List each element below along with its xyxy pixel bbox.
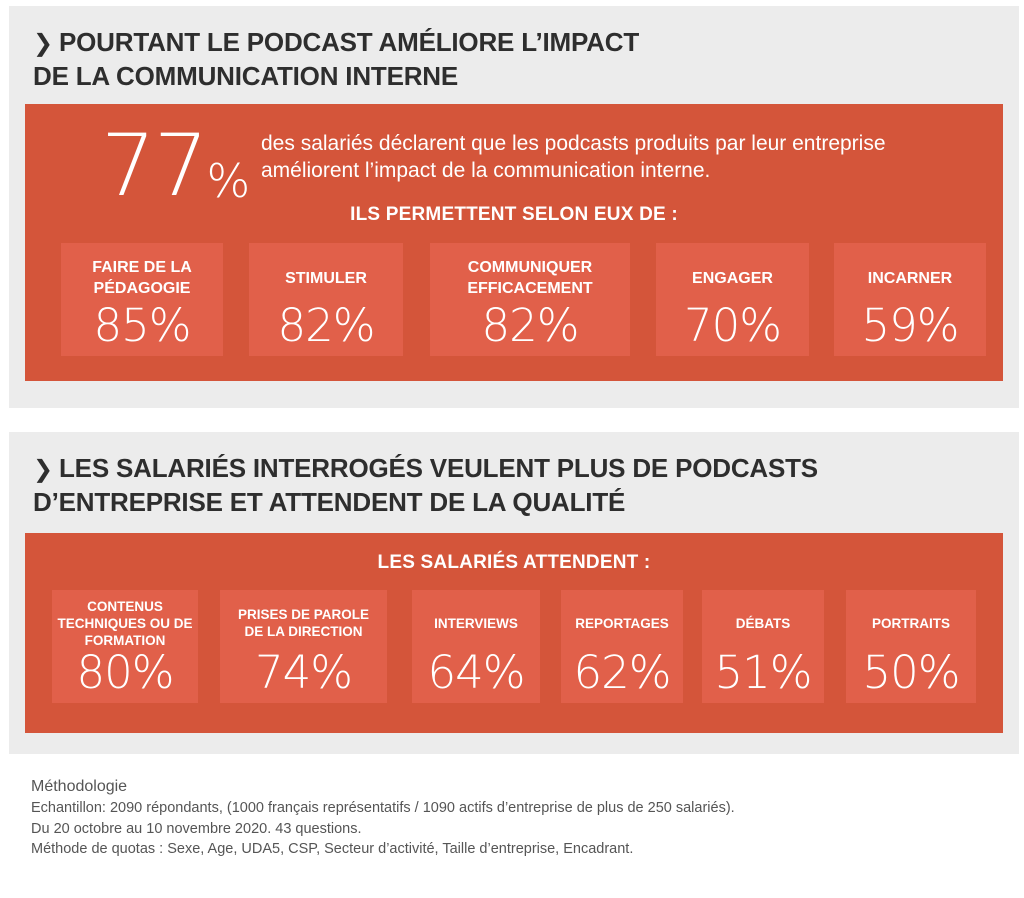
stat-box-value: 82% <box>481 299 579 352</box>
headline-stat-description: des salariés déclarent que les podcasts … <box>261 132 886 182</box>
stat-box-value: 74% <box>254 646 353 699</box>
chevron-right-icon: ❯ <box>33 30 53 57</box>
stat-box-label: ENGAGER <box>692 269 773 287</box>
section-1-title-line-1: POURTANT LE PODCAST AMÉLIORE L’IMPACT <box>59 27 639 57</box>
section-communication-impact: ❯ POURTANT LE PODCAST AMÉLIORE L’IMPACT D… <box>9 6 1019 408</box>
methodology-note: Méthodologie Echantillon: 2090 répondant… <box>31 776 735 860</box>
stat-box-communiquer: COMMUNIQUER EFFICACEMENT 82% <box>430 243 630 356</box>
section-2-heading: ❯ LES SALARIÉS INTERROGÉS VEULENT PLUS DE… <box>33 452 818 518</box>
stat-box-value: 50% <box>862 646 960 699</box>
section-1-title-line-2: DE LA COMMUNICATION INTERNE <box>33 61 459 91</box>
stat-box-incarner: INCARNER 59% <box>834 243 986 356</box>
stat-box-label: INTERVIEWS <box>434 615 518 631</box>
stat-box-reportages: REPORTAGES 62% <box>561 590 683 703</box>
stat-box-interviews: INTERVIEWS 64% <box>412 590 540 703</box>
section-employee-expectations: ❯ LES SALARIÉS INTERROGÉS VEULENT PLUS DE… <box>9 432 1019 754</box>
stat-box-label: COMMUNIQUER EFFICACEMENT <box>467 259 593 297</box>
stat-box-value: 59% <box>861 299 959 352</box>
stat-box-value: 64% <box>427 646 525 699</box>
section-1-heading: ❯ POURTANT LE PODCAST AMÉLIORE L’IMPACT D… <box>33 26 639 92</box>
stat-box-value: 51% <box>714 646 812 699</box>
headline-stat: 77% <box>101 116 250 231</box>
methodology-quotas: Méthode de quotas : Sexe, Age, UDA5, CSP… <box>31 841 634 857</box>
stat-box-label: DÉBATS <box>735 615 791 631</box>
stat-box-value: 62% <box>573 646 671 699</box>
stat-box-value: 82% <box>277 299 375 352</box>
stat-box-stimuler: STIMULER 82% <box>249 243 403 356</box>
stat-box-value: 70% <box>683 299 782 352</box>
section-1-subheading: ILS PERMETTENT SELON EUX DE : <box>350 204 678 225</box>
chevron-right-icon: ❯ <box>33 456 53 483</box>
methodology-period: Du 20 octobre au 10 novembre 2020. 43 qu… <box>31 820 362 837</box>
stat-box-contenus: CONTENUS TECHNIQUES OU DE FORMATION 80% <box>52 590 198 703</box>
section-2-title-line-1: LES SALARIÉS INTERROGÉS VEULENT PLUS DE … <box>59 453 818 483</box>
stat-box-debats: DÉBATS 51% <box>702 590 824 703</box>
section-1-panel: 77% des salariés déclarent que les podca… <box>25 104 1003 381</box>
stat-box-label: INCARNER <box>867 269 953 287</box>
stat-box-label: REPORTAGES <box>575 615 669 631</box>
headline-stat-value: 77 <box>101 116 208 216</box>
section-2-title-line-2: D’ENTREPRISE ET ATTENDENT DE LA QUALITÉ <box>33 487 626 517</box>
section-2-panel: LES SALARIÉS ATTENDENT : CONTENUS TECHNI… <box>25 533 1003 733</box>
methodology-sample: Echantillon: 2090 répondants, (1000 fran… <box>31 800 735 816</box>
stat-box-value: 85% <box>93 299 191 352</box>
section-2-subheading: LES SALARIÉS ATTENDENT : <box>377 552 651 573</box>
stat-box-label: PRISES DE PAROLE DE LA DIRECTION <box>237 607 370 639</box>
stat-box-engager: ENGAGER 70% <box>656 243 809 356</box>
headline-stat-sign: % <box>206 154 251 208</box>
methodology-title: Méthodologie <box>31 778 128 795</box>
stat-box-label: CONTENUS TECHNIQUES OU DE FORMATION <box>57 598 193 648</box>
stat-box-label: FAIRE DE LA PÉDAGOGIE <box>92 259 192 297</box>
stat-box-label: STIMULER <box>285 269 367 287</box>
stat-box-value: 80% <box>76 646 174 699</box>
stat-box-label: PORTRAITS <box>871 615 950 631</box>
stat-box-portraits: PORTRAITS 50% <box>846 590 976 703</box>
stat-box-pedagogie: FAIRE DE LA PÉDAGOGIE 85% <box>61 243 223 356</box>
stat-box-prises-de-parole: PRISES DE PAROLE DE LA DIRECTION 74% <box>220 590 387 703</box>
